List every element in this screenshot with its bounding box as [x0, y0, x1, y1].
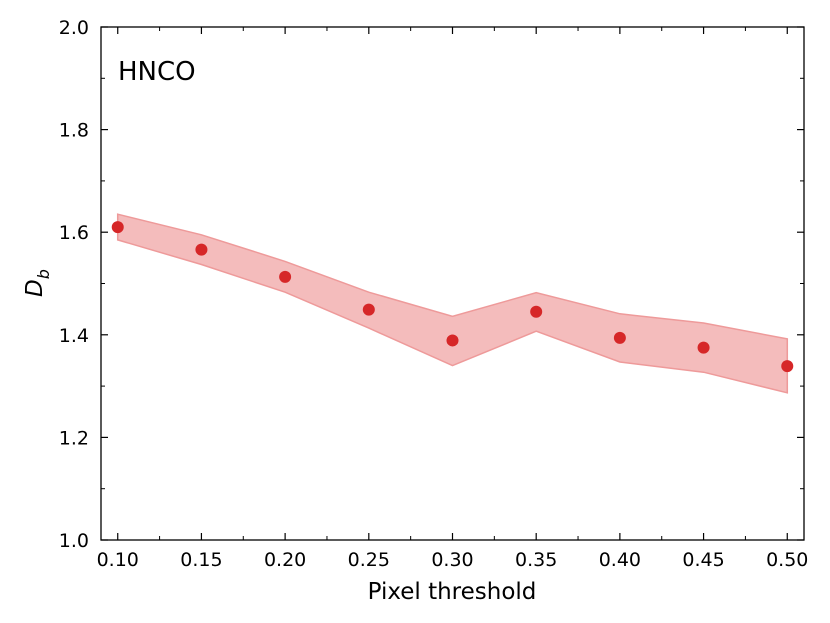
- uncertainty-band-layer: [116, 213, 789, 394]
- data-point: [362, 303, 375, 316]
- data-point: [195, 243, 208, 256]
- data-point: [111, 221, 124, 234]
- data-point: [613, 331, 626, 344]
- y-tick-label: 1.4: [59, 325, 89, 347]
- data-point: [446, 334, 459, 347]
- x-tick-label: 0.20: [264, 549, 306, 571]
- uncertainty-band: [116, 213, 789, 394]
- x-tick-label: 0.25: [348, 549, 390, 571]
- data-point: [697, 341, 710, 354]
- y-tick-label: 1.8: [59, 120, 89, 142]
- x-tick-label: 0.15: [180, 549, 222, 571]
- x-tick-label: 0.50: [766, 549, 808, 571]
- y-tick-label: 1.0: [59, 530, 89, 552]
- plot-frame: [100, 26, 805, 541]
- ticks-layer: 0.10 0.15 0.20 0.25 0.30 0.35 0.40 0.45 0.50 1.0 1…: [59, 17, 809, 571]
- y-axis-title-subscript: b: [34, 269, 53, 279]
- y-axis-title-main: D: [22, 279, 48, 297]
- y-tick-label: 2.0: [59, 17, 89, 39]
- x-tick-label: 0.35: [515, 549, 557, 571]
- y-tick-label: 1.6: [59, 222, 89, 244]
- x-axis-title: Pixel threshold: [368, 579, 537, 605]
- y-axis-title: Db: [22, 269, 53, 297]
- data-point: [530, 305, 543, 318]
- data-point: [279, 270, 292, 283]
- data-point: [781, 360, 794, 373]
- x-tick-label: 0.45: [682, 549, 724, 571]
- annotation-label: HNCO: [118, 57, 196, 87]
- x-tick-label: 0.30: [431, 549, 473, 571]
- x-tick-label: 0.40: [599, 549, 641, 571]
- x-tick-label: 0.10: [97, 549, 139, 571]
- y-tick-label: 1.2: [59, 427, 89, 449]
- data-points-layer: [111, 221, 794, 373]
